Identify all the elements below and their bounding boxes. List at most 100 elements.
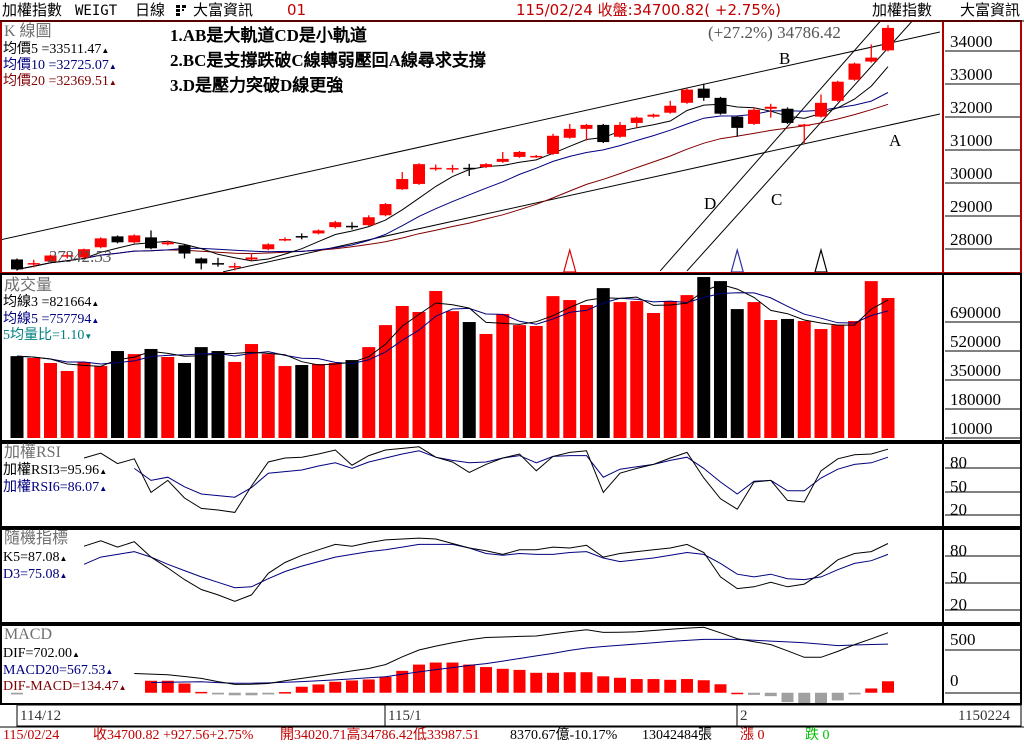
- volume-bar: [546, 296, 560, 438]
- last-date-label: 1150224: [958, 708, 1010, 724]
- candle-up: [429, 167, 442, 170]
- macd-osc-bar: [731, 692, 744, 695]
- rsi-panel: [0, 442, 944, 528]
- vol-ratio-legend: 5均量比=1.10▼: [3, 329, 92, 343]
- kline-title: K 線圖: [4, 23, 52, 40]
- volume-bar: [178, 362, 191, 438]
- osc-legend: DIF-MACD=134.47▲: [3, 680, 127, 694]
- index-name: 加權指數: [2, 1, 63, 19]
- candle-up: [882, 27, 894, 51]
- status-up-count: 漲 0: [740, 728, 765, 743]
- volume-bar: [161, 357, 175, 438]
- candle-up: [647, 114, 660, 117]
- macd-osc-bar: [446, 662, 459, 693]
- volume-bar: [278, 366, 292, 438]
- macd-osc-bar: [697, 680, 710, 693]
- kd-tick: 20: [950, 595, 967, 614]
- kd-tick: 50: [950, 568, 967, 587]
- macd-osc-bar: [312, 684, 325, 693]
- vol-ratio-value: 5均量比=1.10: [3, 328, 85, 343]
- macd-osc-bar: [396, 670, 409, 693]
- period-selector[interactable]: 日線: [135, 1, 166, 19]
- vol-ma5-value: 均線5 =757794: [3, 312, 92, 327]
- candle-up: [664, 105, 677, 113]
- kd-panel-axis: [942, 528, 1022, 624]
- ma5-value: 均價5 =33511.47: [3, 42, 102, 57]
- candle-down: [346, 225, 358, 228]
- trendline-label-b: B: [779, 49, 791, 68]
- annotation-1: 1.AB是大軌道CD是小軌道: [170, 26, 367, 45]
- price-tick: 29000: [950, 197, 993, 216]
- volume-bar: [730, 309, 744, 438]
- up-arrow-icon: ▲: [99, 467, 108, 476]
- volume-bar: [211, 351, 225, 438]
- ma10-value: 均價10 =32725.07: [3, 58, 109, 73]
- volume-bar: [647, 313, 660, 438]
- volume-bar: [345, 360, 359, 438]
- candle-down: [463, 167, 476, 170]
- candle-up: [831, 81, 844, 101]
- volume-bar: [245, 344, 258, 438]
- price-tick: 33000: [950, 65, 993, 84]
- grid-icon[interactable]: [176, 4, 186, 16]
- macd-osc-bar: [496, 668, 509, 693]
- up-arrow-icon: ▲: [99, 484, 108, 493]
- signal-triangle-marker: [730, 247, 744, 272]
- status-down-count: 跌 0: [805, 728, 830, 743]
- macd-osc-bar: [161, 680, 174, 693]
- rsi-tick: 80: [950, 453, 967, 472]
- candle-down: [731, 116, 744, 128]
- volume-bar: [94, 366, 108, 438]
- volume-bar: [44, 362, 57, 438]
- k-line: [83, 537, 889, 602]
- volume-tick: 690000: [950, 303, 1001, 322]
- macd-osc-bar: [781, 692, 794, 703]
- volume-bar: [60, 370, 74, 438]
- candle-up: [480, 164, 492, 168]
- up-arrow-icon: ▲: [59, 554, 68, 563]
- macd-osc-bar: [681, 679, 693, 693]
- vol-ma3-legend: 均線3 =821664▲: [3, 296, 99, 310]
- candle-up: [446, 168, 459, 170]
- ma20-value: 均價20 =32369.51: [3, 74, 109, 89]
- candle-down: [295, 236, 308, 238]
- price-tick: 32000: [950, 98, 993, 117]
- volume-bar: [462, 322, 476, 438]
- date-label: 2: [740, 708, 748, 724]
- candle-up: [279, 239, 291, 241]
- candle-up: [94, 238, 107, 248]
- volume-bar: [496, 314, 510, 438]
- volume-bar: [848, 321, 861, 438]
- up-arrow-icon: ▲: [108, 78, 117, 87]
- volume-bar: [479, 333, 493, 438]
- kline-plot: [2, 22, 941, 272]
- volume-bar: [261, 354, 275, 438]
- volume-ma5-line: [16, 292, 889, 365]
- macd-osc-bar: [279, 692, 291, 694]
- volume-bar: [77, 362, 91, 438]
- candle-up: [547, 135, 559, 154]
- candle-up: [161, 242, 174, 245]
- volume-bar: [881, 297, 895, 438]
- volume-tick: 10000: [950, 419, 993, 438]
- ma20-legend: 均價20 =32369.51▲: [3, 75, 117, 89]
- k-value: K5=87.08: [3, 550, 60, 565]
- candle-up: [580, 124, 593, 129]
- volume-bar: [714, 281, 727, 438]
- rsi-tick: 20: [950, 500, 967, 519]
- volume-bar: [764, 319, 778, 438]
- signal-triangle-marker: [563, 247, 577, 272]
- volume-bar: [864, 281, 878, 438]
- candle-up: [228, 266, 241, 268]
- candle-up: [27, 263, 40, 265]
- rsi-tick: 50: [950, 477, 967, 496]
- d-line: [83, 543, 889, 589]
- candle-down: [145, 237, 157, 249]
- macd-osc-bar: [764, 692, 777, 697]
- price-tick: 34000: [950, 32, 993, 51]
- right-vendor-name: 大富資訊: [960, 1, 1021, 19]
- rsi6-value: 加權RSI6=86.07: [3, 480, 100, 495]
- dif-line: [134, 626, 889, 685]
- macd-osc-bar: [597, 676, 610, 693]
